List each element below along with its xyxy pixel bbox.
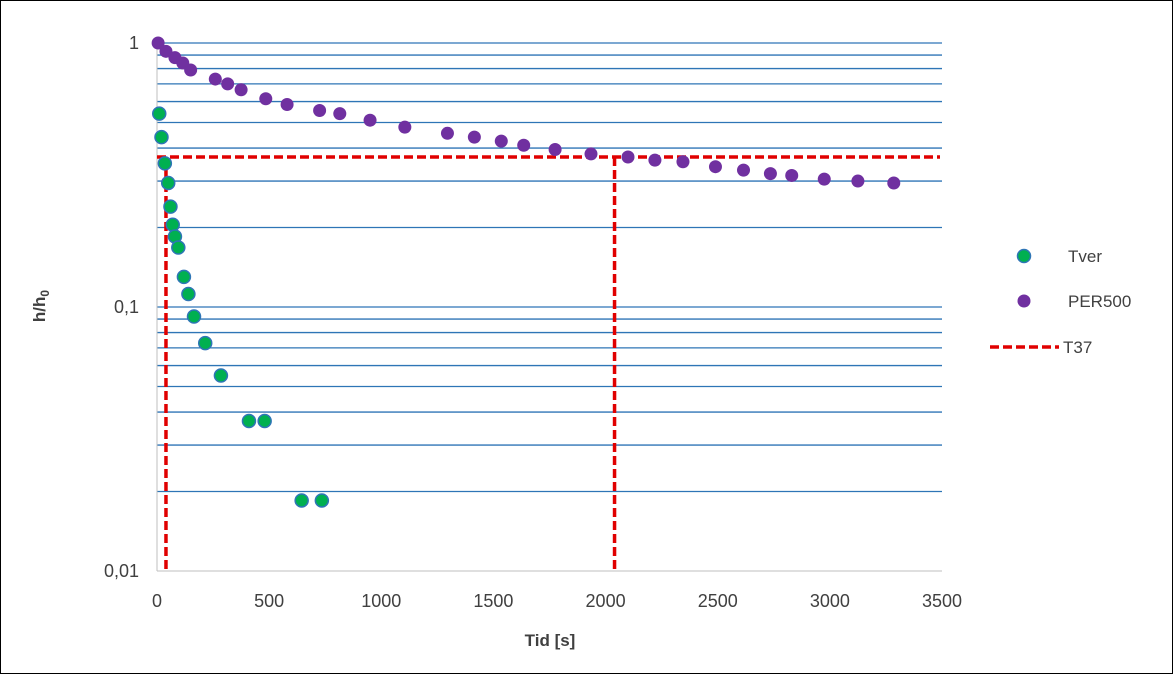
per500-point bbox=[763, 167, 777, 181]
x-tick-labels: 0 500 1000 1500 2000 2500 3000 3500 bbox=[152, 591, 962, 611]
per500-point bbox=[785, 168, 799, 182]
legend-marker-tver bbox=[1016, 248, 1032, 264]
x-tick-label: 1500 bbox=[473, 591, 513, 611]
per500-point bbox=[708, 160, 722, 174]
tver-point bbox=[154, 129, 169, 145]
per500-point bbox=[676, 155, 690, 169]
y-axis-title-subscript: 0 bbox=[38, 290, 52, 297]
tver-point bbox=[241, 413, 257, 429]
per500-point bbox=[398, 120, 412, 134]
per500-point bbox=[221, 77, 235, 91]
y-tick-labels: 0,01 0,1 1 bbox=[104, 33, 139, 581]
per500-point bbox=[517, 138, 531, 152]
per500-point bbox=[494, 134, 508, 148]
per500-point bbox=[313, 104, 327, 118]
tver-point bbox=[213, 368, 229, 383]
per500-point bbox=[584, 147, 598, 161]
per500-point bbox=[159, 44, 173, 58]
x-tick-label: 2000 bbox=[586, 591, 626, 611]
x-tick-label: 1000 bbox=[361, 591, 401, 611]
legend-marker-per500 bbox=[1017, 294, 1031, 308]
tver-point bbox=[151, 106, 167, 121]
y-tick-label: 1 bbox=[129, 33, 139, 53]
tver-point bbox=[257, 413, 272, 429]
tver-point bbox=[176, 269, 192, 285]
legend-label-tver: Tver bbox=[1068, 247, 1102, 266]
per500-point bbox=[259, 92, 273, 106]
per500-point bbox=[440, 126, 454, 140]
legend: Tver PER500 T37 bbox=[990, 247, 1131, 357]
per500-point bbox=[184, 63, 198, 77]
t37-lines bbox=[157, 155, 940, 571]
legend-label-t37: T37 bbox=[1063, 338, 1092, 357]
tver-point bbox=[294, 493, 309, 508]
tver-point bbox=[186, 309, 202, 324]
y-tick-label: 0,01 bbox=[104, 561, 139, 581]
tver-point bbox=[165, 217, 180, 232]
y-axis-title: h/h0 bbox=[30, 290, 52, 323]
per500-point bbox=[851, 174, 865, 188]
per500-point bbox=[467, 130, 481, 144]
tver-point bbox=[181, 286, 196, 302]
tver-point bbox=[163, 199, 178, 214]
tver-point bbox=[197, 335, 213, 351]
grid-lines bbox=[157, 42, 942, 493]
per500-point bbox=[208, 72, 222, 86]
per500-point bbox=[737, 163, 751, 177]
per500-point bbox=[817, 172, 831, 186]
per500-point bbox=[234, 83, 248, 97]
tver-point bbox=[160, 175, 176, 191]
y-axis-title-main: h/h bbox=[30, 297, 49, 323]
per500-point bbox=[280, 97, 294, 111]
tver-point bbox=[171, 240, 186, 255]
x-tick-label: 500 bbox=[254, 591, 284, 611]
per500-point bbox=[363, 113, 377, 127]
y-tick-label: 0,1 bbox=[114, 297, 139, 317]
data-points bbox=[151, 36, 901, 508]
per500-point bbox=[621, 150, 635, 164]
per500-point bbox=[648, 153, 662, 167]
per500-point bbox=[548, 142, 562, 156]
x-tick-label: 0 bbox=[152, 591, 162, 611]
per500-point bbox=[151, 36, 165, 50]
per500-point bbox=[887, 176, 901, 190]
tver-point bbox=[157, 156, 173, 171]
x-tick-label: 3500 bbox=[922, 591, 962, 611]
tver-point bbox=[314, 493, 330, 508]
x-axis-title: Tid [s] bbox=[525, 631, 576, 650]
x-tick-label: 2500 bbox=[698, 591, 738, 611]
legend-label-per500: PER500 bbox=[1068, 292, 1131, 311]
x-tick-label: 3000 bbox=[810, 591, 850, 611]
per500-point bbox=[333, 107, 347, 121]
